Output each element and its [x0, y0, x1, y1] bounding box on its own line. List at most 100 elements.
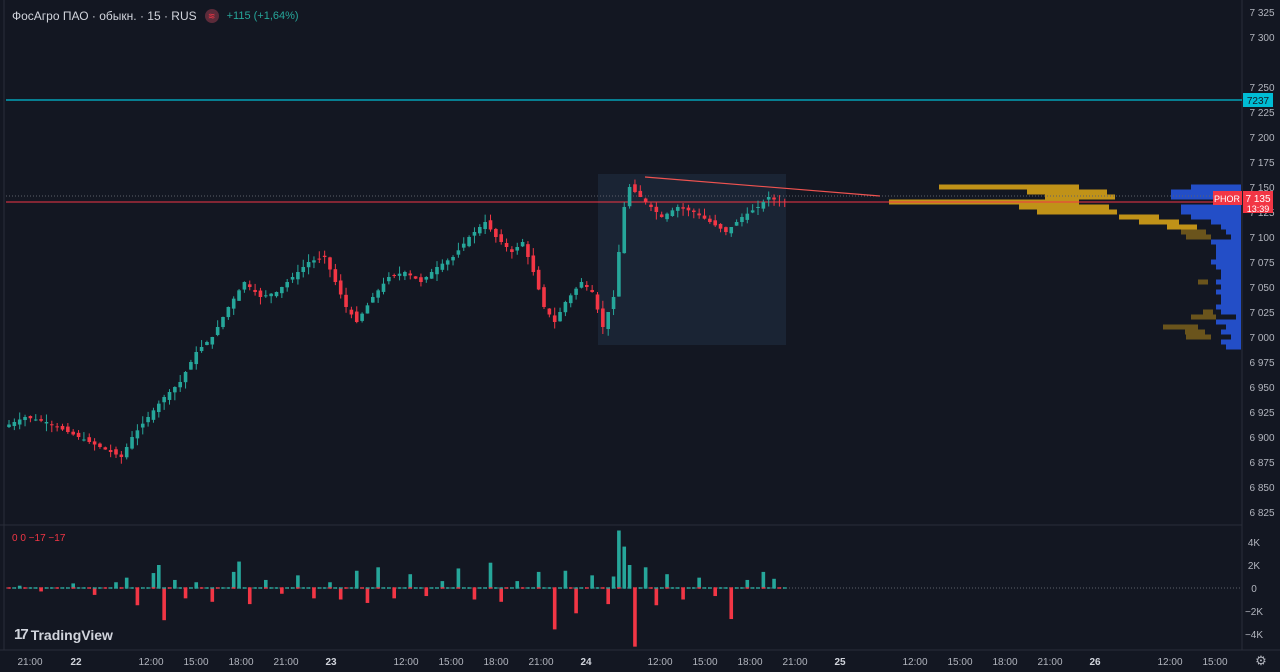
candle-body	[50, 424, 54, 426]
volume-bar	[761, 587, 766, 589]
candle-body	[740, 217, 744, 223]
volume-bar	[365, 587, 370, 589]
volume-bar	[606, 588, 610, 605]
volume-bar	[274, 587, 279, 589]
volume-bar	[697, 577, 701, 588]
time-tick-label: 23	[325, 657, 337, 668]
candle-body	[33, 419, 38, 421]
candle-body	[504, 242, 509, 247]
candle-body	[285, 282, 289, 288]
price-tick-label: 7 325	[1249, 8, 1274, 19]
candle-body	[167, 392, 172, 400]
volume-bar	[772, 587, 776, 589]
volume-bar	[574, 587, 578, 589]
volume-bar	[140, 587, 145, 589]
candle-body	[606, 312, 610, 329]
candle-body	[92, 441, 97, 445]
candle-body	[670, 210, 675, 216]
volume-bar	[542, 587, 546, 589]
time-tick-label: 12:00	[393, 657, 418, 668]
tradingview-logo-text: TradingView	[30, 626, 113, 643]
volume-bar	[445, 587, 450, 589]
volume-bar	[114, 582, 118, 588]
candle-body	[424, 277, 429, 280]
volume-profile-bar-up	[1181, 209, 1241, 215]
volume-profile-bar-up	[1236, 314, 1241, 320]
volume-bar	[290, 587, 295, 589]
candle-body	[135, 430, 140, 439]
volume-bar	[349, 587, 354, 589]
candle-body	[322, 255, 327, 257]
candle-body	[344, 294, 348, 307]
volume-bar	[264, 579, 268, 588]
candle-body	[724, 227, 728, 232]
volume-bar	[617, 530, 621, 588]
volume-bar	[526, 587, 530, 589]
time-tick-label: 24	[580, 657, 592, 668]
volume-profile-bar-up	[1216, 249, 1241, 255]
candle-body	[494, 228, 498, 237]
time-tick-label: 15:00	[438, 657, 463, 668]
volume-bar	[189, 587, 193, 589]
volume-profile-bar-down	[1163, 324, 1198, 330]
volume-profile-bar-down	[1186, 334, 1211, 340]
candle-body	[338, 280, 343, 295]
volume-bar	[296, 587, 300, 589]
volume-bar	[92, 588, 97, 595]
volume-profile-bar-up	[1171, 189, 1241, 195]
candle-body	[280, 287, 284, 294]
current-price-label: 7 135	[1245, 194, 1270, 205]
volume-bar	[547, 587, 552, 589]
candle-body	[772, 197, 776, 200]
candle-body	[392, 275, 396, 277]
candle-body	[162, 397, 166, 403]
price-tick-label: 7 125	[1249, 208, 1274, 219]
volume-bar	[17, 585, 22, 588]
candle-body	[552, 315, 557, 322]
volume-bar	[71, 587, 75, 589]
volume-bar	[606, 587, 610, 589]
candle-body	[558, 312, 562, 322]
volume-bar	[777, 587, 782, 589]
volume-profile-bar-down	[1139, 219, 1179, 225]
volume-bar	[552, 588, 557, 630]
volume-bar	[296, 575, 300, 588]
candle-body	[638, 190, 643, 197]
volume-bar	[467, 587, 471, 589]
candle-body	[76, 432, 81, 437]
current-price-label-bg	[1243, 191, 1273, 213]
candle-body	[17, 419, 22, 425]
gear-icon[interactable]: ⚙	[1255, 653, 1267, 668]
volume-bar	[322, 587, 327, 589]
volume-bar	[761, 571, 766, 588]
price-tick-label: 7 025	[1249, 308, 1274, 319]
volume-bar	[306, 587, 311, 589]
candle-body	[611, 297, 616, 310]
time-tick-label: 15:00	[692, 657, 717, 668]
volume-bar	[756, 587, 760, 589]
volume-bar	[210, 588, 215, 602]
volume-profile-bar-up	[1191, 214, 1241, 220]
candle-body	[194, 352, 199, 365]
candle-body	[130, 437, 134, 449]
candle-body	[697, 213, 701, 216]
volume-bar	[435, 587, 439, 589]
volume-bar	[729, 588, 734, 620]
candle-body	[718, 223, 723, 229]
volume-indicator-label[interactable]: 0 0 −17 −17	[12, 533, 66, 544]
volume-icon[interactable]: ≋	[204, 9, 219, 23]
tradingview-logo[interactable]: 17 TradingView	[14, 626, 113, 643]
symbol-title[interactable]: ФосАгро ПАО · обыкн. · 15 · RUS	[12, 9, 197, 23]
volume-bar	[215, 587, 220, 589]
volume-bar	[354, 587, 359, 589]
volume-bar	[734, 587, 739, 589]
candle-body	[590, 289, 594, 292]
volume-bar	[173, 579, 177, 588]
candle-body	[114, 449, 118, 455]
candle-body	[419, 277, 423, 282]
time-tick-label: 21:00	[1037, 657, 1062, 668]
volume-bar	[264, 587, 268, 589]
range-highlight-box	[598, 174, 786, 345]
volume-bar	[103, 587, 108, 589]
